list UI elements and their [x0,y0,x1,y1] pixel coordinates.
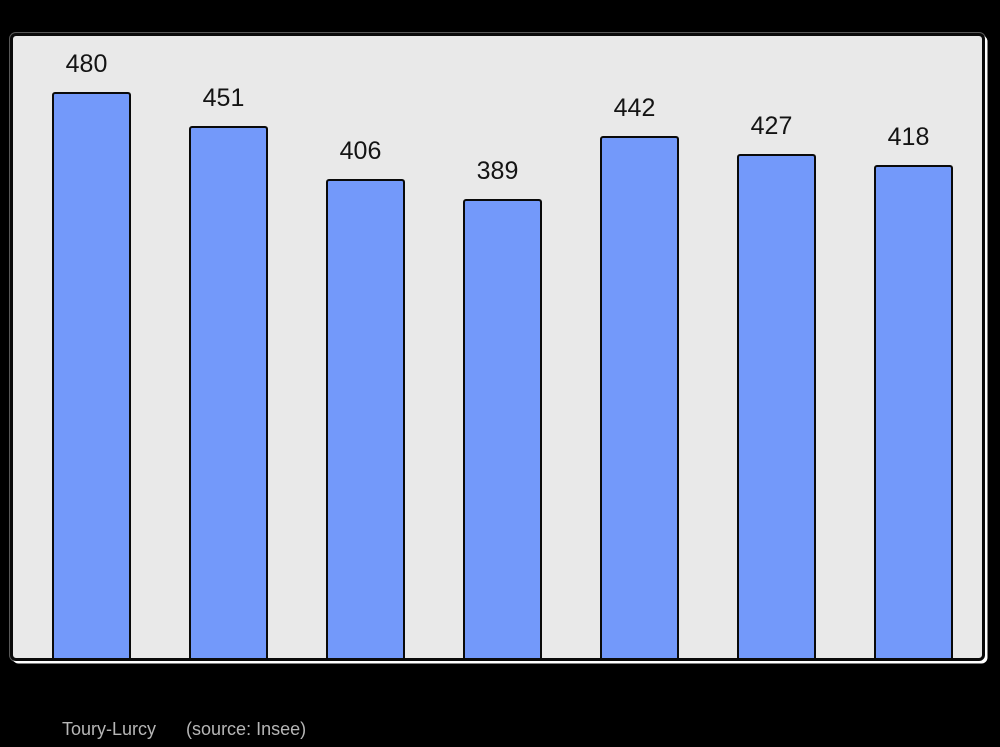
bar-value-label: 389 [476,157,519,185]
caption-place-label: Toury-Lurcy [62,719,157,739]
bar [600,136,679,658]
chart-frame: 480 451 406 389 442 427 418 [10,33,985,661]
plot-area: 480 451 406 389 442 427 418 [13,36,982,658]
bar [874,165,953,658]
bar [52,92,131,658]
bar-value-label: 427 [750,112,793,140]
bar [737,154,816,658]
bar [326,179,405,658]
bar-value-label: 406 [339,137,382,165]
caption-source-label: (source: Insee) [186,719,307,739]
bar [189,126,268,658]
bar-value-label: 442 [613,94,656,122]
chart-caption: Toury-Lurcy (source: Insee) [62,719,306,739]
bar [463,199,542,658]
bar-value-label: 480 [65,50,108,78]
bar-value-label: 451 [202,84,245,112]
bar-value-label: 418 [887,123,930,151]
